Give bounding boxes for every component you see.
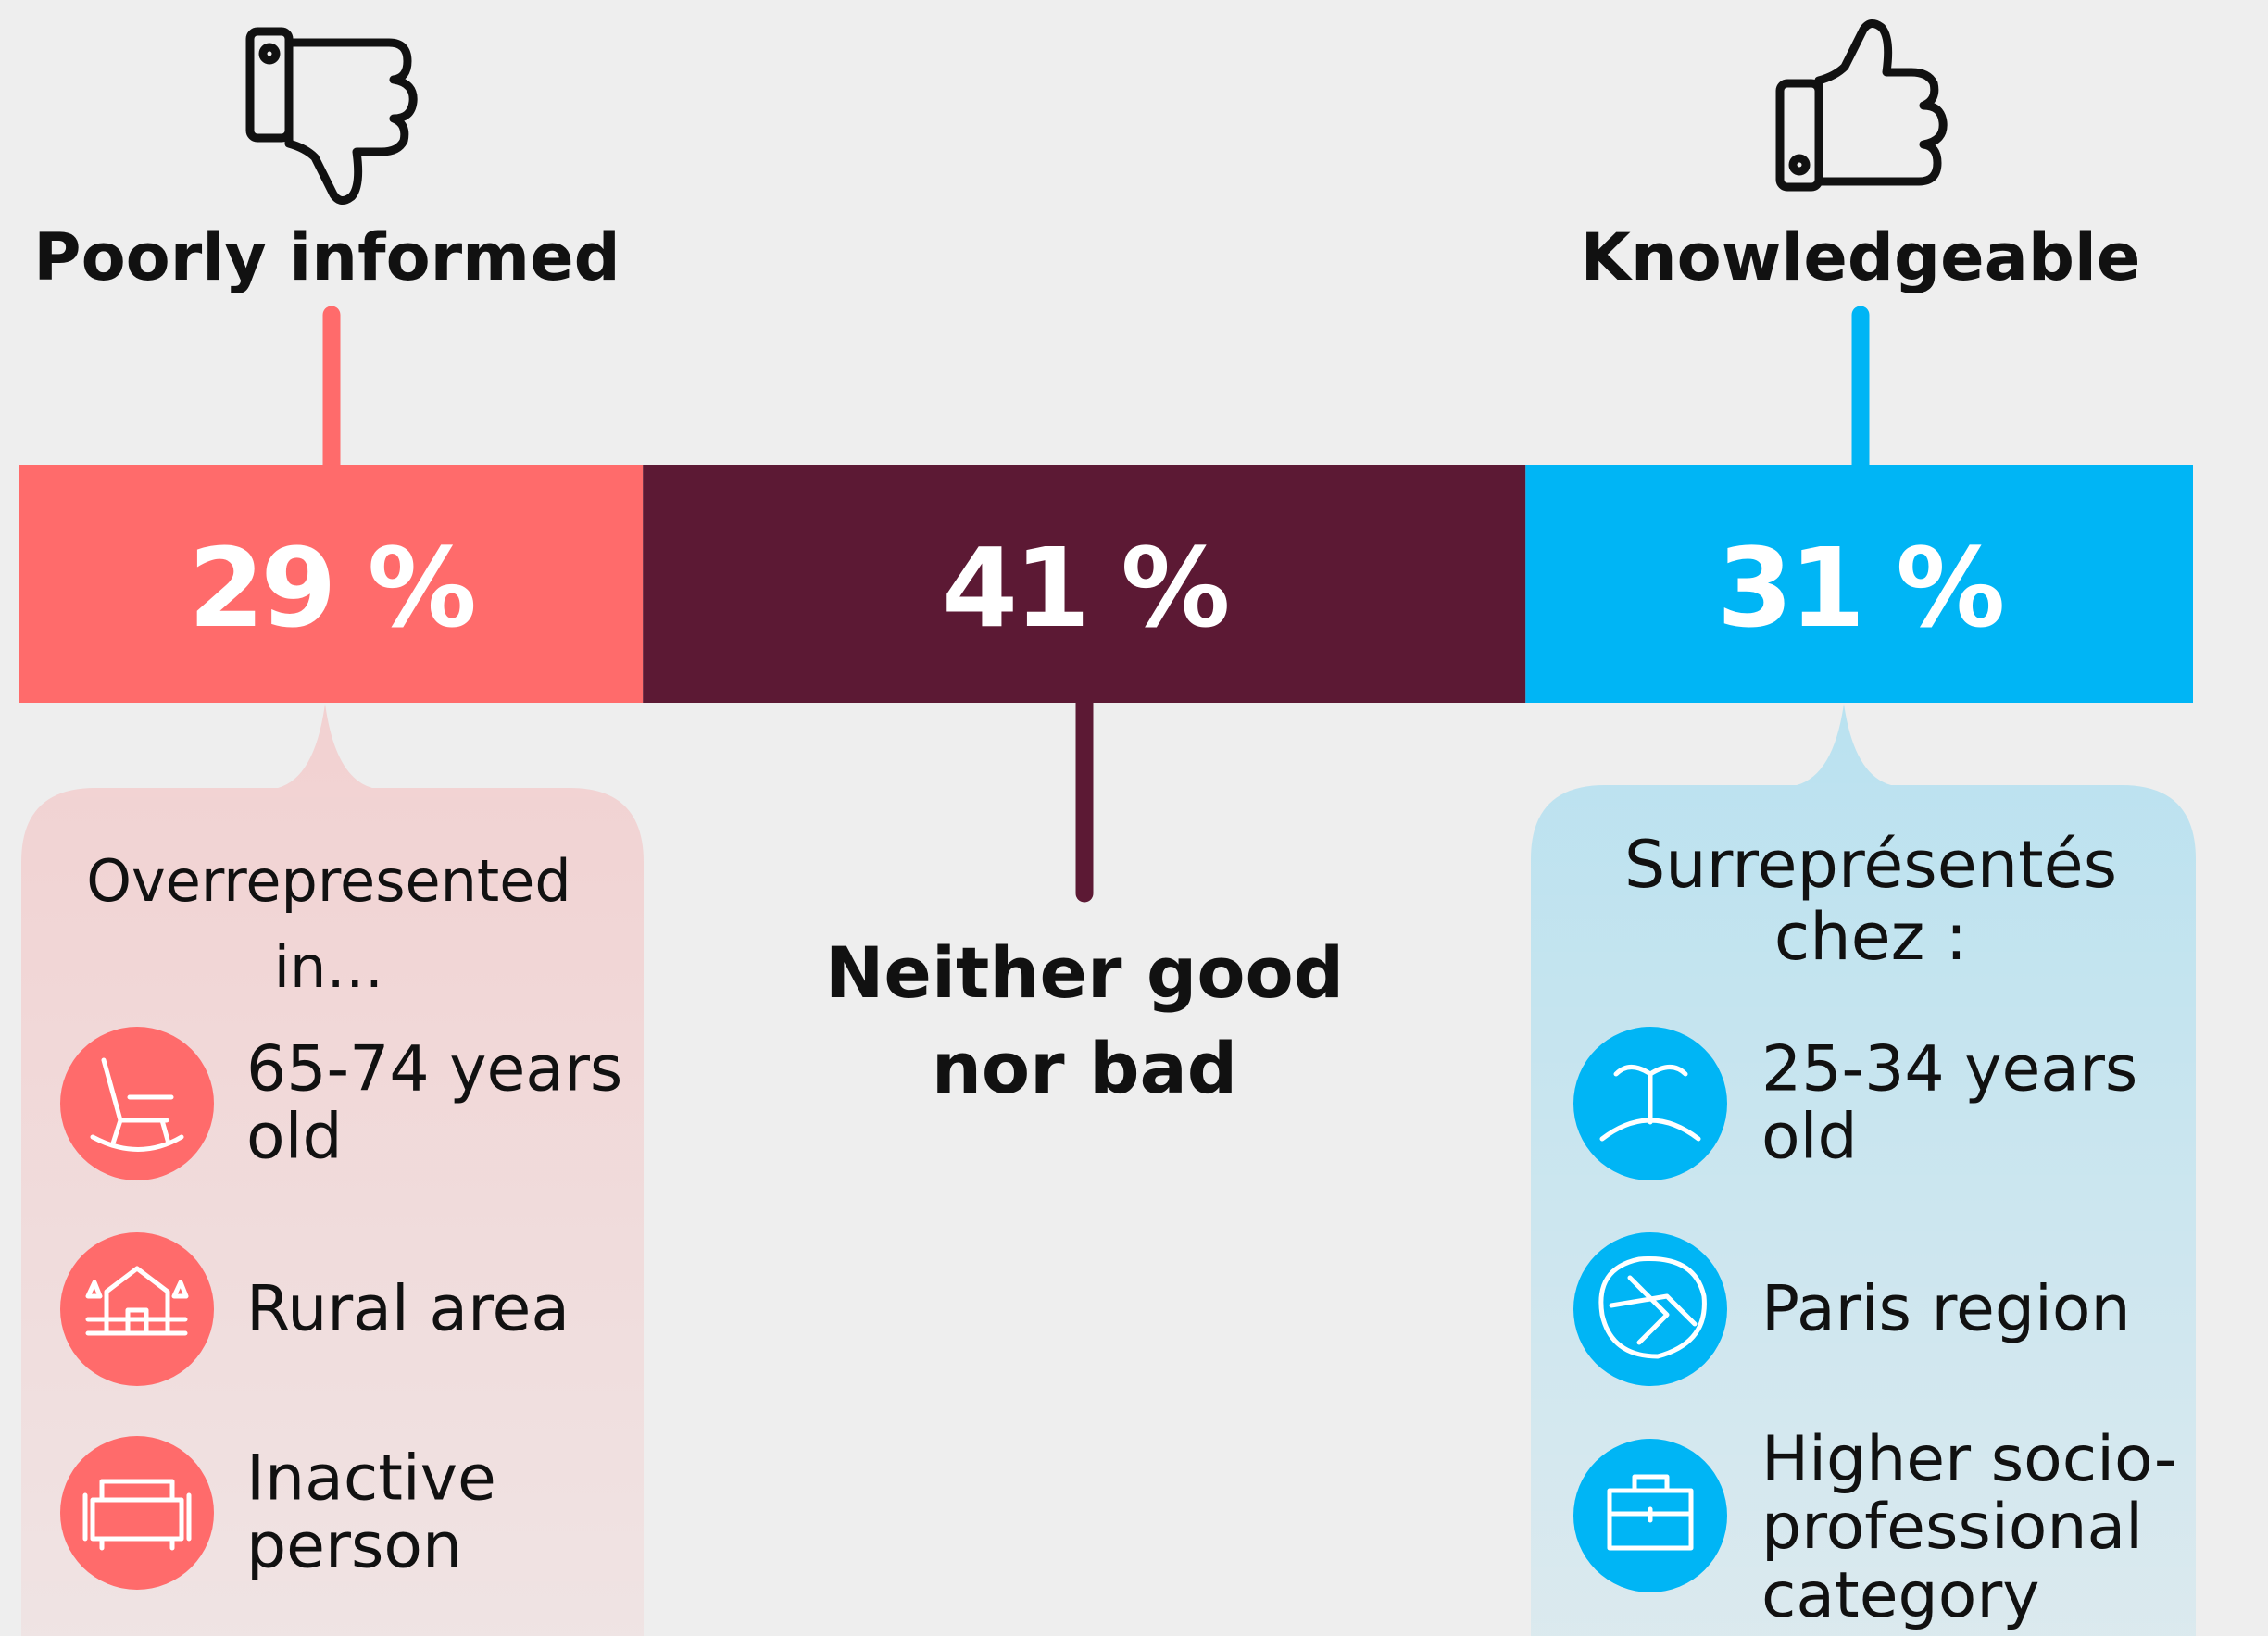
callout-item: Inactive person — [246, 1442, 496, 1583]
callout-title: Overrepresented in… — [86, 847, 571, 1001]
callout-item: 65-74 years old — [246, 1032, 623, 1174]
callout-item: 25-34 years old — [1761, 1032, 2138, 1174]
callout-item: Higher socio-professional category — [1761, 1422, 2177, 1632]
value-label: 29 % — [188, 524, 477, 652]
callout-item: Paris region — [1761, 1272, 2131, 1346]
callout-item: Rural area — [246, 1272, 570, 1346]
item-icons — [60, 1027, 1727, 1592]
bar-segment — [19, 465, 644, 703]
series-name: Knowledgeable — [1580, 219, 2141, 295]
value-label: 31 % — [1716, 524, 2006, 652]
value-label: 41 % — [941, 524, 1231, 652]
callout-box — [1531, 704, 2196, 1636]
bar-segment — [643, 465, 1526, 703]
thumb-up-icon — [1775, 19, 1948, 192]
series-name: Poorly informed — [33, 219, 620, 295]
callout-title: Surreprésentés chez : — [1623, 827, 2118, 976]
bar-segment — [1525, 465, 2193, 703]
thumb-down-icon — [245, 27, 418, 205]
series-name: Neither good nor bad — [824, 931, 1345, 1109]
callout-box — [21, 704, 644, 1636]
